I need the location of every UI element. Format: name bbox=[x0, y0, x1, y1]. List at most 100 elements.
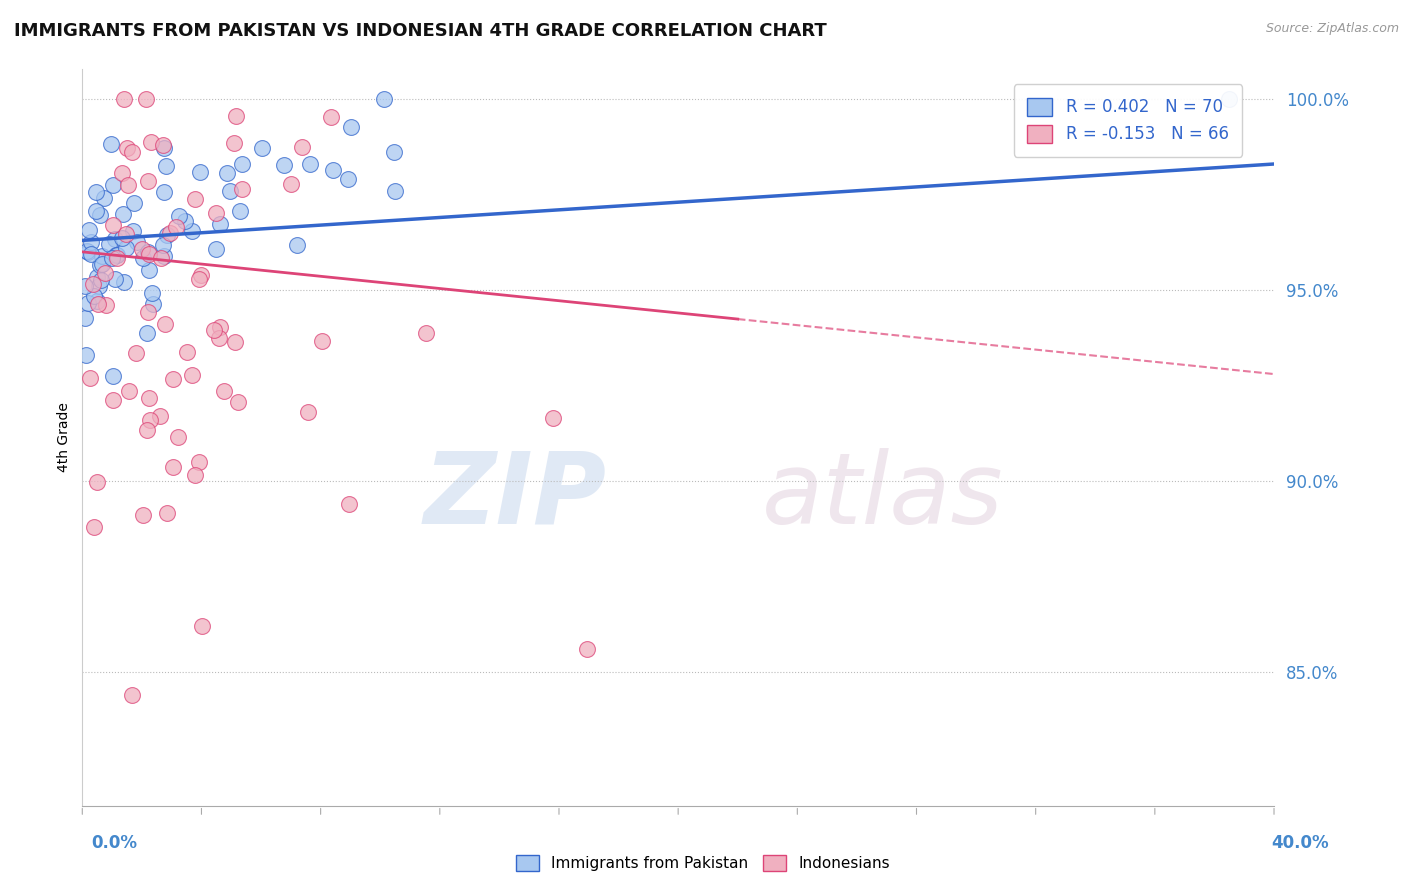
Point bbox=[101, 392, 124, 407]
Point bbox=[340, 120, 363, 134]
Point bbox=[285, 238, 308, 252]
Point bbox=[159, 226, 181, 240]
Point bbox=[135, 92, 157, 106]
Point bbox=[112, 275, 135, 289]
Point bbox=[319, 110, 342, 124]
Point bbox=[204, 242, 226, 256]
Point bbox=[142, 297, 165, 311]
Point bbox=[98, 237, 121, 252]
Point bbox=[79, 246, 101, 260]
Point bbox=[273, 158, 295, 172]
Point bbox=[101, 218, 124, 232]
Point bbox=[87, 278, 110, 293]
Point bbox=[121, 224, 143, 238]
Point bbox=[114, 227, 136, 241]
Point bbox=[208, 320, 231, 334]
Point bbox=[94, 266, 117, 280]
Point bbox=[100, 137, 122, 152]
Point bbox=[297, 405, 319, 419]
Point bbox=[1218, 92, 1240, 106]
Point bbox=[214, 384, 236, 398]
Point bbox=[311, 334, 333, 348]
Point bbox=[118, 384, 141, 399]
Point bbox=[112, 92, 135, 106]
Point bbox=[231, 182, 253, 196]
Point bbox=[105, 252, 128, 266]
Point bbox=[337, 497, 360, 511]
Point bbox=[77, 223, 100, 237]
Legend: Immigrants from Pakistan, Indonesians: Immigrants from Pakistan, Indonesians bbox=[510, 849, 896, 877]
Point bbox=[132, 251, 155, 265]
Point bbox=[104, 232, 127, 246]
Point bbox=[208, 218, 231, 232]
Text: 0.0%: 0.0% bbox=[91, 834, 138, 852]
Point bbox=[224, 334, 246, 349]
Point bbox=[184, 192, 207, 206]
Point bbox=[190, 268, 212, 282]
Point bbox=[86, 475, 108, 489]
Point bbox=[191, 619, 214, 633]
Point bbox=[122, 195, 145, 210]
Point bbox=[299, 157, 322, 171]
Point bbox=[135, 424, 157, 438]
Point bbox=[156, 506, 179, 520]
Point bbox=[188, 272, 211, 286]
Point bbox=[77, 296, 100, 310]
Point bbox=[107, 248, 129, 262]
Point bbox=[76, 244, 98, 259]
Point bbox=[82, 277, 104, 292]
Point bbox=[225, 109, 247, 123]
Point bbox=[219, 184, 242, 198]
Point bbox=[112, 207, 135, 221]
Point bbox=[165, 219, 187, 234]
Point bbox=[280, 178, 302, 192]
Point bbox=[136, 174, 159, 188]
Point bbox=[101, 178, 124, 193]
Point bbox=[115, 141, 138, 155]
Point bbox=[75, 278, 97, 293]
Point bbox=[138, 392, 160, 406]
Point bbox=[156, 227, 179, 242]
Point bbox=[80, 235, 103, 249]
Point bbox=[132, 508, 155, 523]
Point bbox=[138, 246, 160, 260]
Point bbox=[76, 244, 98, 258]
Point bbox=[104, 247, 127, 261]
Point bbox=[86, 269, 108, 284]
Point bbox=[139, 135, 162, 149]
Point bbox=[231, 157, 253, 171]
Point bbox=[89, 258, 111, 272]
Point bbox=[322, 163, 344, 178]
Point bbox=[75, 348, 97, 362]
Point bbox=[152, 238, 174, 252]
Point bbox=[207, 331, 229, 345]
Point bbox=[166, 430, 188, 444]
Point bbox=[115, 241, 138, 255]
Point bbox=[136, 244, 159, 259]
Point bbox=[169, 209, 191, 223]
Text: atlas: atlas bbox=[762, 448, 1004, 544]
Point bbox=[226, 395, 249, 409]
Point bbox=[135, 326, 157, 340]
Point bbox=[205, 206, 228, 220]
Point bbox=[188, 165, 211, 179]
Point bbox=[384, 145, 406, 160]
Point bbox=[125, 346, 148, 360]
Point bbox=[153, 185, 176, 199]
Point bbox=[181, 368, 204, 382]
Point bbox=[79, 371, 101, 385]
Point bbox=[217, 166, 239, 180]
Point bbox=[415, 326, 437, 340]
Point bbox=[291, 139, 314, 153]
Point bbox=[184, 468, 207, 483]
Point bbox=[125, 235, 148, 249]
Point bbox=[83, 520, 105, 534]
Point bbox=[90, 273, 112, 287]
Point bbox=[155, 317, 177, 331]
Point bbox=[138, 305, 160, 319]
Point bbox=[576, 642, 599, 657]
Point bbox=[139, 413, 162, 427]
Point bbox=[86, 297, 108, 311]
Point bbox=[101, 368, 124, 383]
Point bbox=[84, 203, 107, 218]
